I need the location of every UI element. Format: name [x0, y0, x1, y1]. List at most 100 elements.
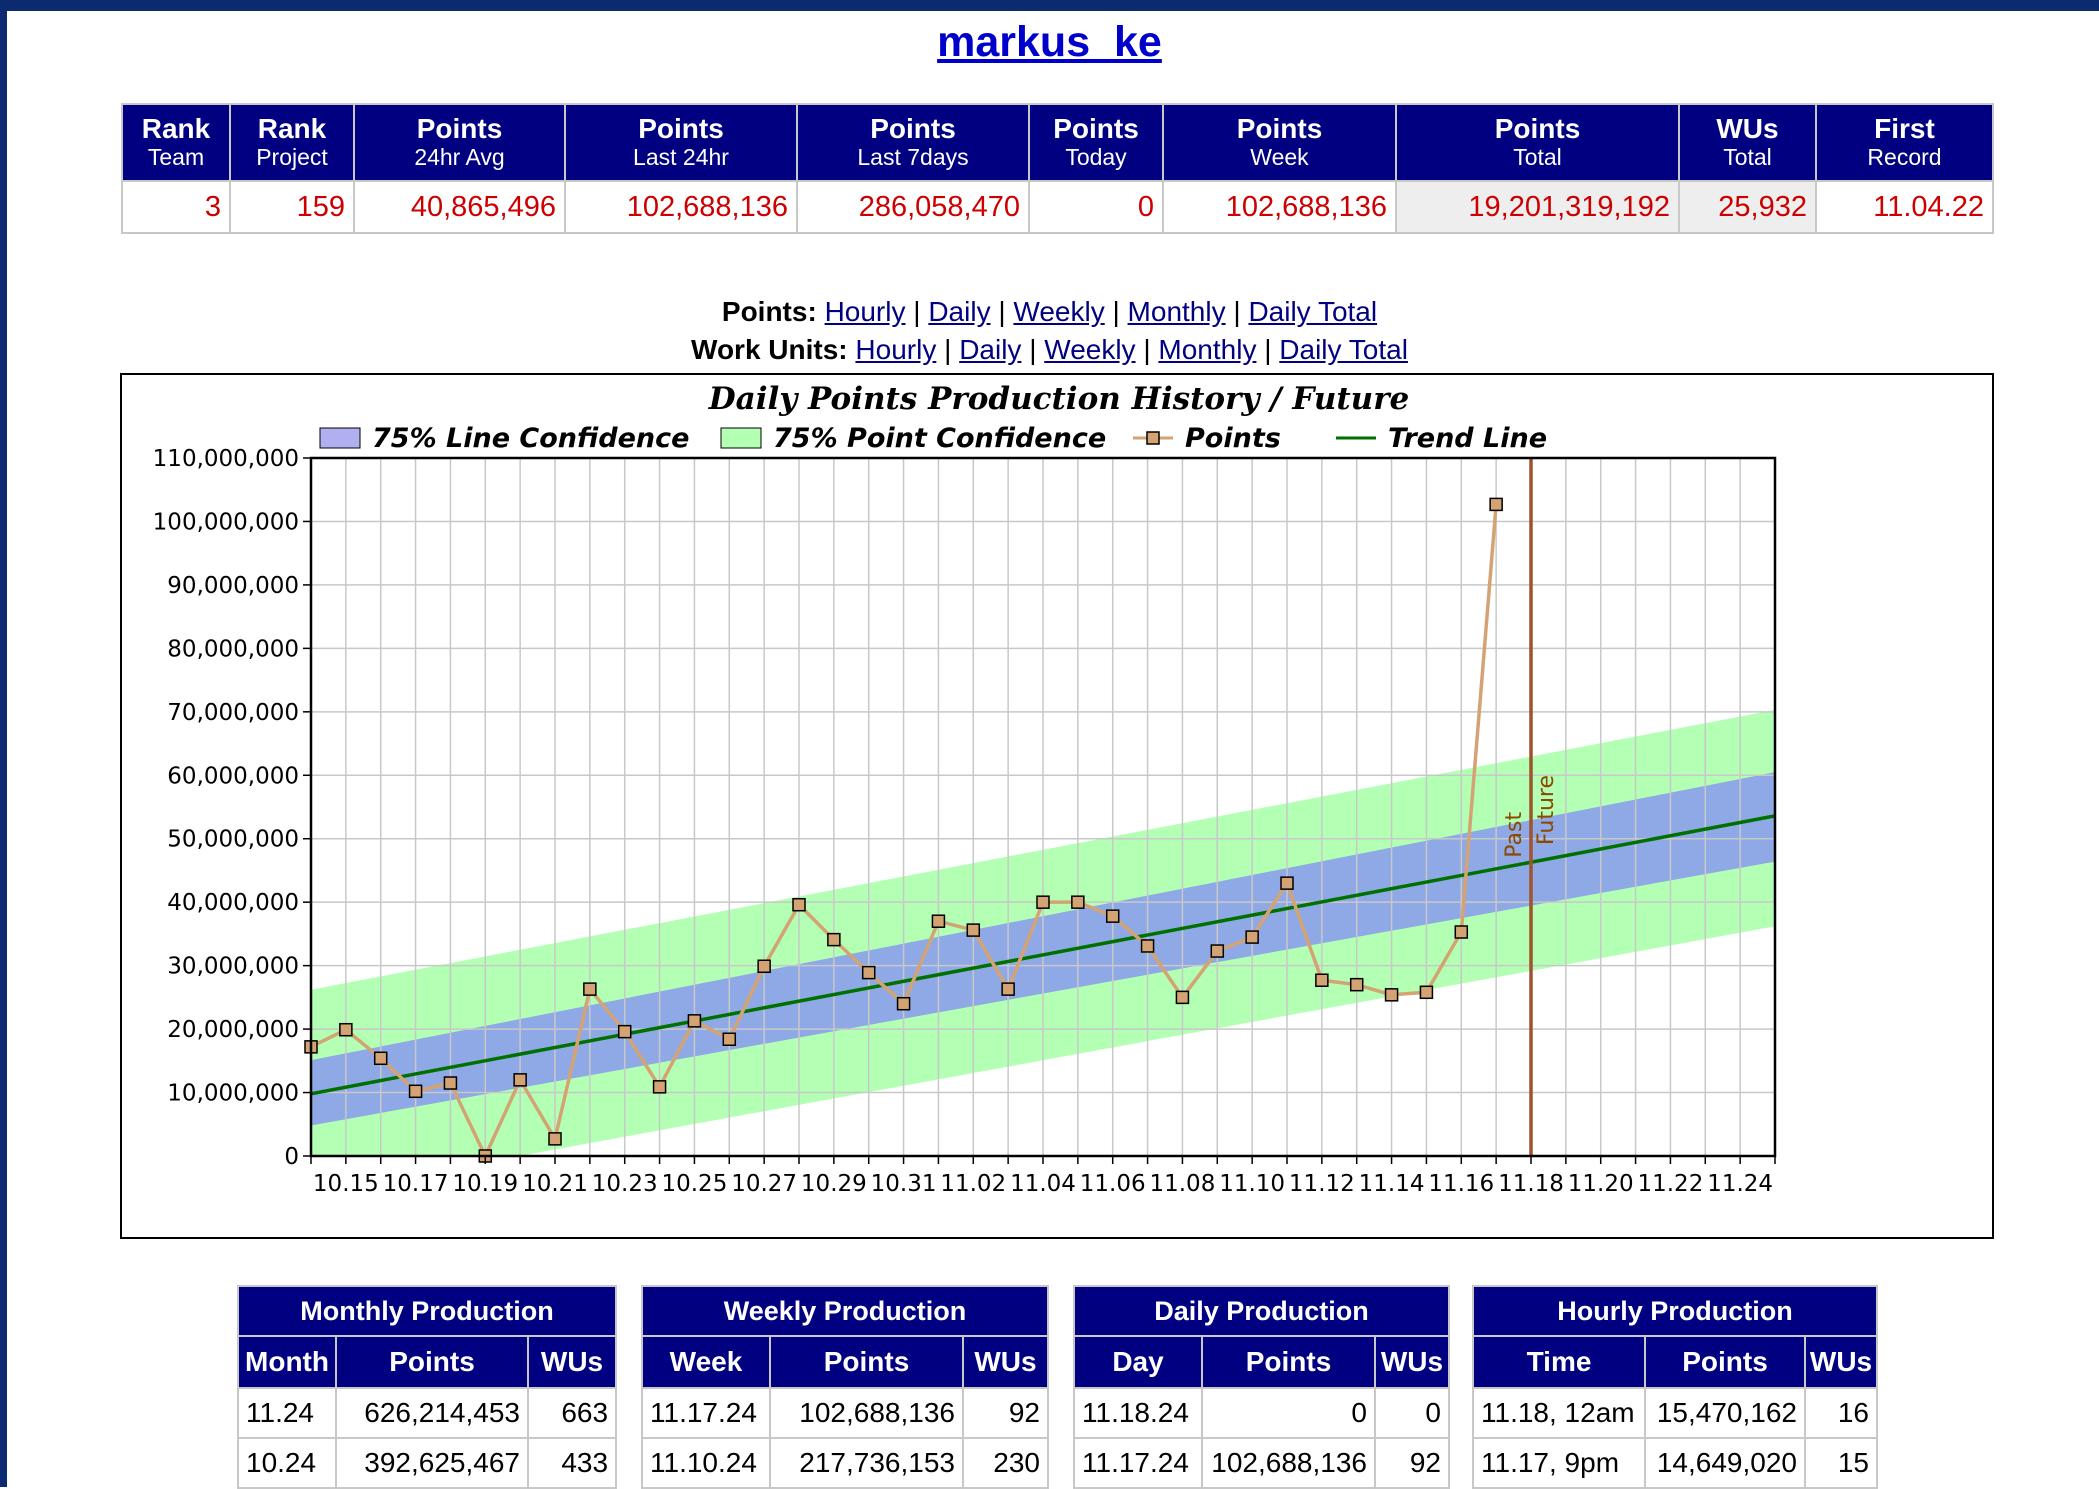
table-row: 10.24 392,625,467 433 [237, 1437, 618, 1489]
stats-header-subtitle: Today [1065, 144, 1127, 171]
daily-cell: 92 [1374, 1437, 1450, 1489]
stats-header-3: Points Last 24hr [564, 103, 798, 182]
y-tick-label: 100,000,000 [153, 509, 299, 535]
nav-separator: | [1264, 334, 1272, 365]
stats-header-subtitle: Team [147, 144, 205, 171]
nav-separator: | [1233, 296, 1241, 327]
data-point [687, 1014, 702, 1028]
data-point [1140, 939, 1155, 953]
work-units-link-weekly[interactable]: Weekly [1044, 334, 1136, 365]
weekly-caption: Weekly Production [641, 1285, 1049, 1337]
stats-header-title: Points [870, 113, 956, 145]
work-units-link-hourly[interactable]: Hourly [855, 334, 937, 365]
stats-value-1: 159 [229, 180, 355, 234]
user-name-link[interactable]: markus_ke [937, 18, 1162, 66]
points-link-weekly[interactable]: Weekly [1013, 296, 1105, 327]
hourly-production-table: Hourly Production Time Points WUs 11.18, 12a… [1471, 1285, 1879, 1489]
x-tick-label: 11.18 [1498, 1171, 1564, 1197]
daily-cell: 11.18.24 [1073, 1387, 1203, 1439]
daily-caption: Daily Production [1073, 1285, 1450, 1337]
legend-trend-label: Trend Line [1388, 423, 1547, 454]
legend-points-label: Points [1185, 423, 1281, 454]
y-tick-label: 80,000,000 [167, 636, 299, 662]
data-point [861, 965, 876, 980]
stats-header-title: Points [638, 113, 724, 145]
chart-svg: Daily Points Production History / Future… [153, 381, 1777, 1197]
monthly-cell: 10.24 [237, 1437, 337, 1489]
y-tick-label: 0 [284, 1144, 299, 1170]
points-series [304, 497, 1503, 1163]
data-point [896, 996, 911, 1011]
data-point [1071, 895, 1085, 909]
table-row: 11.18.24 0 0 [1073, 1387, 1450, 1439]
stats-header-title: Points [416, 113, 503, 145]
y-tick-label: 40,000,000 [167, 890, 299, 916]
nav-separator: | [1143, 334, 1151, 365]
stats-header-title: Points [1236, 113, 1323, 145]
stats-header-subtitle: Last 7days [857, 144, 969, 171]
past-label: Past [1502, 812, 1527, 858]
work-units-link-daily[interactable]: Daily [959, 334, 1022, 365]
hourly-col-points: Points [1644, 1335, 1806, 1389]
y-tick-label: 20,000,000 [167, 1017, 299, 1043]
stats-value-6: 102,688,136 [1162, 180, 1397, 234]
stats-header-row: Rank Team Rank Project Points 24hr Avg Points L… [121, 103, 1994, 182]
points-link-daily[interactable]: Daily [928, 296, 991, 327]
legend-point-confidence-swatch [720, 427, 762, 449]
data-point [931, 914, 946, 928]
data-point [1384, 988, 1399, 1002]
hourly-cell: 15,470,162 [1644, 1387, 1806, 1439]
x-tick-label: 10.23 [592, 1171, 658, 1197]
data-point [513, 1073, 527, 1087]
monthly-cell: 11.24 [237, 1387, 337, 1439]
data-point [339, 1022, 353, 1037]
x-tick-label: 10.29 [801, 1171, 867, 1197]
stats-header-subtitle: Record [1867, 144, 1942, 171]
stats-header-title: First [1874, 113, 1935, 145]
daily-production-table: Daily Production Day Points WUs 11.18.24 0 0 11… [1073, 1285, 1450, 1489]
x-tick-label: 11.14 [1359, 1171, 1425, 1197]
stats-header-subtitle: Total [1513, 144, 1562, 171]
stats-value-row: 3 159 40,865,496 102,688,136 286,058,470 0 102… [121, 180, 1994, 234]
data-point [792, 897, 806, 912]
data-point [757, 959, 771, 974]
points-link-hourly[interactable]: Hourly [824, 296, 906, 327]
y-tick-label: 10,000,000 [167, 1081, 299, 1107]
work-units-link-monthly[interactable]: Monthly [1158, 334, 1257, 365]
hourly-cell: 16 [1803, 1387, 1879, 1439]
table-row: 11.10.24 217,736,153 230 [641, 1437, 1049, 1489]
nav-separator: | [998, 296, 1006, 327]
window-frame-top [0, 0, 2099, 11]
y-tick-label: 90,000,000 [167, 573, 299, 599]
stats-value-8: 25,932 [1678, 180, 1817, 234]
points-nav-label: Points: [721, 296, 817, 327]
points-link-monthly[interactable]: Monthly [1127, 296, 1226, 327]
hourly-col-wus: WUs [1803, 1335, 1879, 1389]
stats-value-9: 11.04.22 [1815, 180, 1994, 234]
points-link-daily-total[interactable]: Daily Total [1248, 296, 1378, 327]
data-point [548, 1132, 562, 1146]
daily-col-points: Points [1201, 1335, 1376, 1389]
daily-col-day: Day [1073, 1335, 1203, 1389]
stats-value-5: 0 [1028, 180, 1164, 234]
nav-separator: | [944, 334, 952, 365]
work-units-nav: Work Units: Hourly | Daily | Weekly | Mo… [0, 334, 2099, 366]
stats-header-1: Rank Project [229, 103, 355, 182]
monthly-caption: Monthly Production [236, 1285, 618, 1337]
table-row: 11.17.24 102,688,136 92 [1073, 1437, 1450, 1489]
data-point [652, 1080, 667, 1094]
work-units-link-daily-total[interactable]: Daily Total [1279, 334, 1408, 365]
points-nav: Points: Hourly | Daily | Weekly | Monthl… [0, 296, 2099, 328]
stats-header-title: Points [1053, 113, 1139, 145]
user-stats-table: Rank Team Rank Project Points 24hr Avg Points L… [121, 103, 1994, 234]
window-frame-left [0, 0, 7, 1487]
weekly-cell: 11.17.24 [641, 1387, 771, 1439]
hourly-cell: 14,649,020 [1644, 1437, 1806, 1489]
data-point [617, 1024, 632, 1039]
data-point [1419, 985, 1434, 1000]
x-tick-label: 10.21 [522, 1171, 588, 1197]
x-tick-label: 10.31 [871, 1171, 937, 1197]
stats-header-subtitle: Last 24hr [633, 144, 729, 171]
stats-header-5: Points Today [1028, 103, 1164, 182]
data-point [583, 982, 597, 996]
